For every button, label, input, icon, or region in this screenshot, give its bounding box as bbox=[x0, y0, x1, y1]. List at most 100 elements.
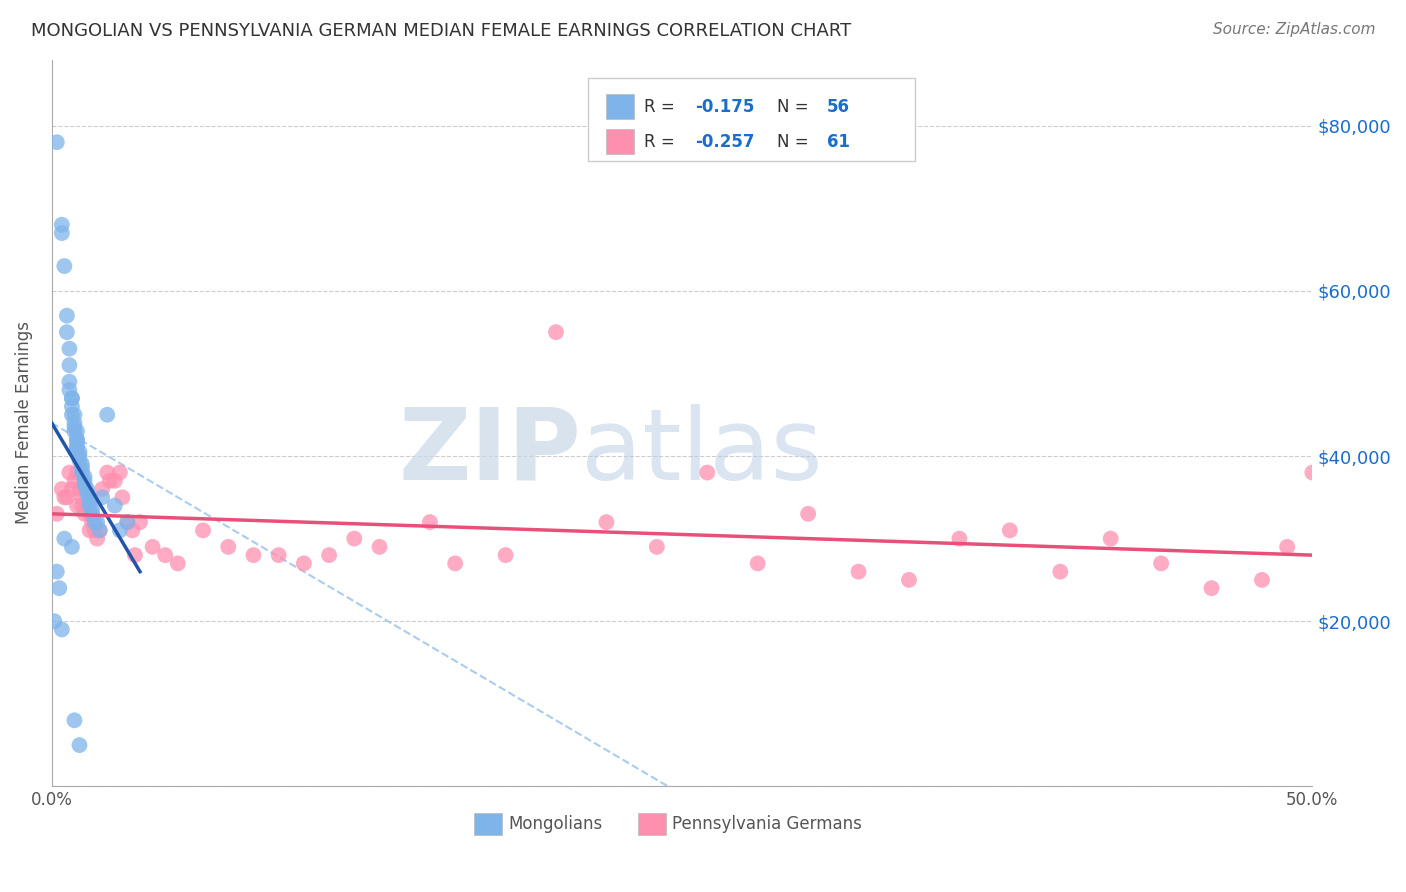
Point bbox=[73, 474, 96, 488]
Text: ZIP: ZIP bbox=[398, 403, 581, 500]
Point bbox=[66, 441, 89, 455]
Point bbox=[86, 532, 108, 546]
Point bbox=[129, 515, 152, 529]
Point bbox=[267, 548, 290, 562]
Point bbox=[79, 494, 101, 508]
Point bbox=[80, 502, 103, 516]
FancyBboxPatch shape bbox=[638, 814, 665, 835]
Point bbox=[63, 714, 86, 728]
Text: Pennsylvania Germans: Pennsylvania Germans bbox=[672, 815, 862, 833]
Point bbox=[96, 466, 118, 480]
Point bbox=[76, 486, 98, 500]
Point bbox=[73, 469, 96, 483]
Point bbox=[696, 466, 718, 480]
Point bbox=[444, 557, 467, 571]
Text: Source: ZipAtlas.com: Source: ZipAtlas.com bbox=[1212, 22, 1375, 37]
Point bbox=[53, 491, 76, 505]
Point bbox=[797, 507, 820, 521]
Point bbox=[89, 524, 111, 538]
Point bbox=[111, 491, 134, 505]
Point bbox=[419, 515, 441, 529]
Point bbox=[70, 499, 93, 513]
Point bbox=[544, 325, 567, 339]
Point bbox=[51, 226, 73, 240]
Point bbox=[45, 507, 67, 521]
Point bbox=[60, 391, 83, 405]
Text: Mongolians: Mongolians bbox=[508, 815, 602, 833]
Point bbox=[1251, 573, 1274, 587]
Point bbox=[69, 453, 91, 467]
Point bbox=[70, 457, 93, 471]
Point bbox=[124, 548, 146, 562]
Point bbox=[117, 515, 139, 529]
Point bbox=[83, 515, 105, 529]
Point bbox=[48, 581, 70, 595]
Point bbox=[69, 445, 91, 459]
Point bbox=[58, 342, 80, 356]
Point bbox=[217, 540, 239, 554]
Point bbox=[1049, 565, 1071, 579]
Point bbox=[63, 424, 86, 438]
Point bbox=[292, 557, 315, 571]
Point bbox=[117, 515, 139, 529]
Point bbox=[495, 548, 517, 562]
Point bbox=[66, 436, 89, 450]
Point bbox=[63, 474, 86, 488]
Point bbox=[191, 524, 214, 538]
Text: N =: N = bbox=[776, 98, 814, 116]
Point bbox=[70, 461, 93, 475]
Text: 56: 56 bbox=[827, 98, 851, 116]
Point bbox=[58, 358, 80, 372]
Point bbox=[898, 573, 921, 587]
Point bbox=[108, 466, 131, 480]
Point bbox=[242, 548, 264, 562]
Point bbox=[58, 375, 80, 389]
Point bbox=[76, 482, 98, 496]
Point bbox=[80, 515, 103, 529]
Point bbox=[73, 478, 96, 492]
Point bbox=[79, 507, 101, 521]
Point bbox=[645, 540, 668, 554]
Point bbox=[70, 491, 93, 505]
Point bbox=[66, 499, 89, 513]
Point bbox=[89, 524, 111, 538]
Point bbox=[747, 557, 769, 571]
Point bbox=[80, 507, 103, 521]
Text: atlas: atlas bbox=[581, 403, 823, 500]
Point bbox=[66, 424, 89, 438]
Point bbox=[79, 524, 101, 538]
Point bbox=[104, 474, 127, 488]
FancyBboxPatch shape bbox=[606, 129, 634, 154]
Point bbox=[60, 540, 83, 554]
Point bbox=[91, 482, 114, 496]
Point bbox=[368, 540, 391, 554]
Point bbox=[1150, 557, 1173, 571]
Point bbox=[848, 565, 870, 579]
Point bbox=[63, 408, 86, 422]
Text: MONGOLIAN VS PENNSYLVANIA GERMAN MEDIAN FEMALE EARNINGS CORRELATION CHART: MONGOLIAN VS PENNSYLVANIA GERMAN MEDIAN … bbox=[31, 22, 851, 40]
Point bbox=[45, 135, 67, 149]
Point bbox=[58, 466, 80, 480]
Point bbox=[66, 441, 89, 455]
Point bbox=[1099, 532, 1122, 546]
Point bbox=[96, 408, 118, 422]
Point bbox=[60, 400, 83, 414]
Point bbox=[69, 449, 91, 463]
Point bbox=[155, 548, 177, 562]
Point bbox=[121, 524, 143, 538]
Point bbox=[98, 474, 121, 488]
Point bbox=[76, 499, 98, 513]
Point bbox=[53, 259, 76, 273]
Point bbox=[60, 391, 83, 405]
Point bbox=[343, 532, 366, 546]
Point bbox=[45, 565, 67, 579]
Point bbox=[56, 491, 79, 505]
Point bbox=[66, 433, 89, 447]
Point bbox=[1301, 466, 1323, 480]
Point bbox=[69, 482, 91, 496]
Text: 61: 61 bbox=[827, 133, 851, 151]
Point bbox=[83, 524, 105, 538]
Point bbox=[56, 325, 79, 339]
Point bbox=[63, 416, 86, 430]
Point bbox=[73, 507, 96, 521]
